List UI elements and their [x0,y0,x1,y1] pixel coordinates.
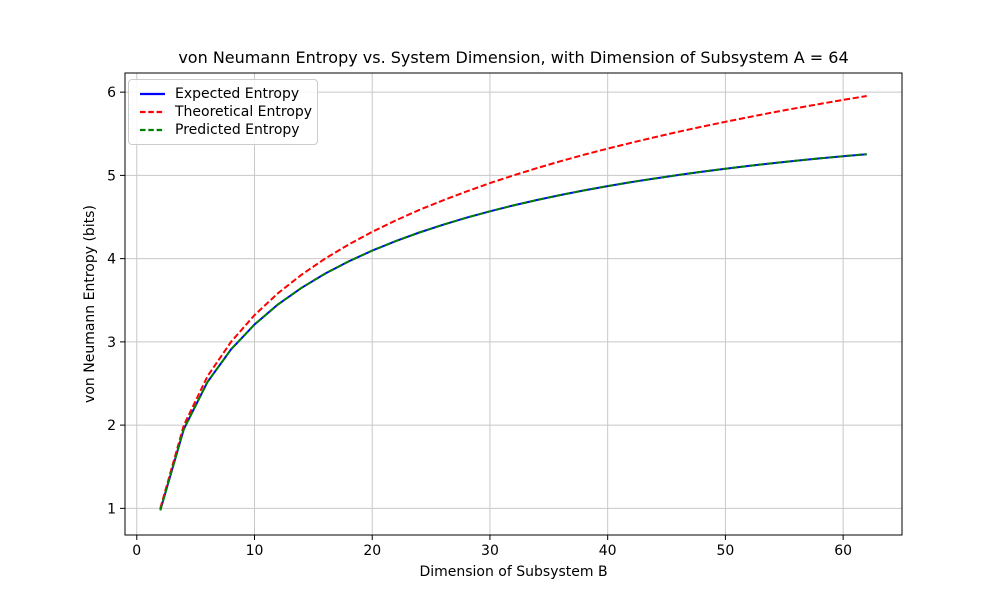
y-tick-label: 5 [107,168,116,184]
series-line-1 [159,95,867,509]
x-tick-label: 10 [246,543,264,559]
x-tick-label: 40 [599,543,617,559]
legend-line-expected-icon [140,92,165,96]
legend-item-expected: Expected Entropy [139,85,307,103]
y-tick-label: 1 [107,501,116,517]
legend-label-expected: Expected Entropy [175,86,300,102]
y-tick-label: 4 [107,252,116,268]
legend-item-theoretical: Theoretical Entropy [139,103,312,121]
series-line-2 [159,153,867,511]
legend-line-predicted-icon [140,128,165,132]
chart-title: von Neumann Entropy vs. System Dimension… [178,48,849,67]
legend-label-predicted: Predicted Entropy [175,122,300,138]
x-tick-label: 0 [132,543,141,559]
x-axis-label: Dimension of Subsystem B [419,564,608,580]
y-tick-label: 3 [107,335,116,351]
x-tick-label: 20 [363,543,381,559]
legend-item-predicted: Predicted Entropy [139,121,307,139]
x-tick-label: 50 [716,543,734,559]
y-tick-label: 2 [107,418,116,434]
y-tick-label: 6 [107,85,116,101]
y-axis-label: von Neumann Entropy (bits) [82,205,98,403]
x-tick-label: 30 [481,543,499,559]
axes-frame [124,72,903,536]
legend-line-theoretical-icon [140,110,165,114]
legend: Expected Entropy Theoretical Entropy Pre… [128,79,318,145]
x-tick-label: 60 [834,543,852,559]
legend-label-theoretical: Theoretical Entropy [175,104,313,120]
series-line-0 [159,153,867,511]
